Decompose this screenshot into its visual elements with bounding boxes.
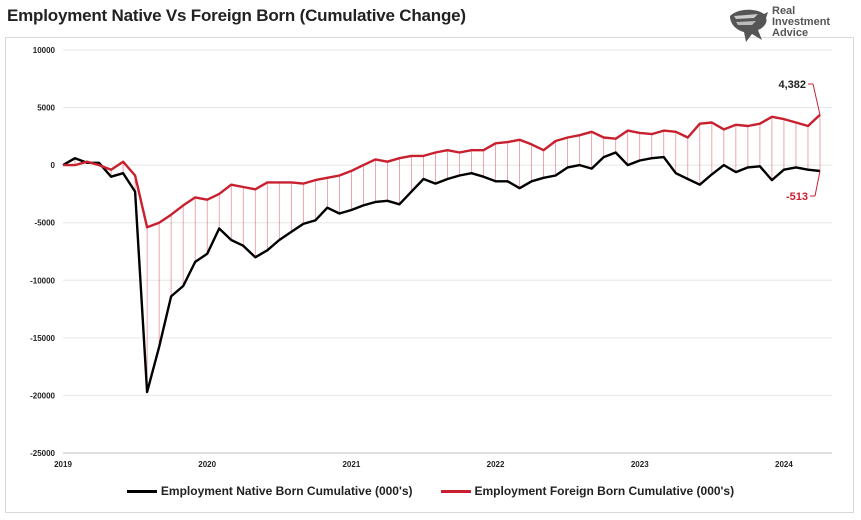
annotation-native-last: -513 bbox=[786, 191, 808, 203]
x-tick-label: 2024 bbox=[775, 460, 793, 469]
legend-item-foreign: Employment Foreign Born Cumulative (000'… bbox=[440, 484, 735, 498]
y-tick-label: -15000 bbox=[30, 334, 55, 343]
logo-text: Real Investment Advice bbox=[772, 6, 830, 39]
x-tick-label: 2021 bbox=[342, 460, 360, 469]
legend-swatch-native bbox=[126, 489, 157, 493]
logo-line-2: Investment bbox=[772, 16, 831, 28]
series-line-native bbox=[62, 151, 821, 394]
legend-swatch-foreign bbox=[440, 489, 471, 493]
logo-line-1: Real bbox=[772, 5, 796, 17]
x-tick-label: 2020 bbox=[198, 460, 216, 469]
chart-title: Employment Native Vs Foreign Born (Cumul… bbox=[7, 6, 466, 25]
legend-label-foreign: Employment Foreign Born Cumulative (000'… bbox=[474, 484, 735, 498]
x-tick-label: 2023 bbox=[631, 460, 649, 469]
y-tick-label: 10000 bbox=[33, 46, 56, 55]
y-tick-label: 5000 bbox=[37, 104, 55, 113]
y-tick-label: -20000 bbox=[30, 391, 55, 400]
x-tick-label: 2022 bbox=[487, 460, 505, 469]
series-line-foreign bbox=[63, 113, 821, 229]
logo-line-3: Advice bbox=[772, 27, 809, 39]
legend: Employment Native Born Cumulative (000's… bbox=[0, 484, 861, 498]
y-tick-label: -25000 bbox=[30, 449, 55, 458]
chart-frame bbox=[5, 37, 854, 513]
annotation-leader-native bbox=[814, 170, 821, 197]
legend-label-native: Employment Native Born Cumulative (000's… bbox=[160, 484, 413, 498]
y-tick-label: -5000 bbox=[35, 219, 56, 228]
annotation-leader-foreign bbox=[812, 83, 821, 115]
y-tick-label: 0 bbox=[51, 161, 56, 170]
legend-item-native: Employment Native Born Cumulative (000's… bbox=[126, 484, 413, 498]
annotation-foreign-last: 4,382 bbox=[778, 79, 806, 91]
y-tick-label: -10000 bbox=[30, 276, 55, 285]
eagle-head-icon bbox=[730, 9, 768, 43]
x-tick-label: 2019 bbox=[54, 460, 72, 469]
